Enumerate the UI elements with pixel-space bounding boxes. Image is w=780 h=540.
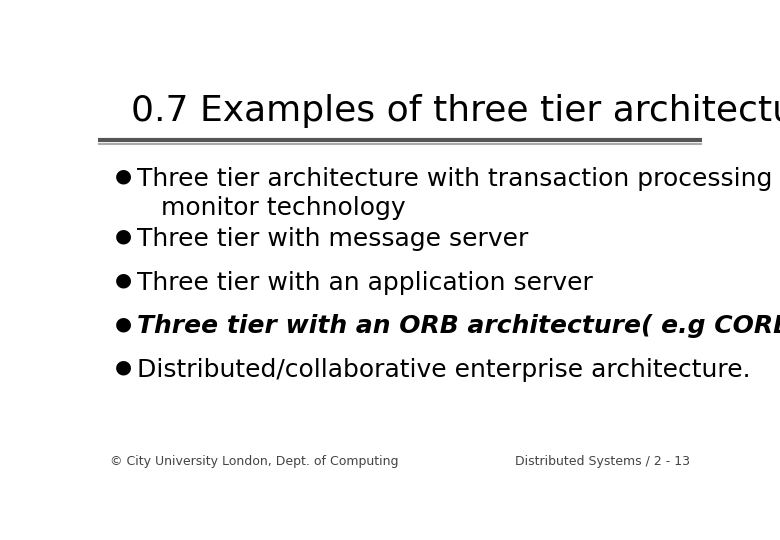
Text: ●: ● [115, 227, 131, 246]
Text: Three tier with an ORB architecture( e.g CORBA): Three tier with an ORB architecture( e.g… [136, 314, 780, 338]
Text: © City University London, Dept. of Computing: © City University London, Dept. of Compu… [109, 455, 398, 468]
Text: Three tier with an application server: Three tier with an application server [136, 271, 593, 295]
Text: ●: ● [115, 314, 131, 333]
Text: ●: ● [115, 358, 131, 377]
Text: 0.7 Examples of three tier architectures: 0.7 Examples of three tier architectures [131, 94, 780, 128]
Text: Three tier architecture with transaction processing
   monitor technology: Three tier architecture with transaction… [136, 167, 772, 220]
Text: Distributed Systems / 2 - 13: Distributed Systems / 2 - 13 [515, 455, 690, 468]
Text: ●: ● [115, 167, 131, 186]
Text: Distributed/collaborative enterprise architecture.: Distributed/collaborative enterprise arc… [136, 358, 750, 382]
Text: ●: ● [115, 271, 131, 289]
Text: Three tier with message server: Three tier with message server [136, 227, 528, 251]
